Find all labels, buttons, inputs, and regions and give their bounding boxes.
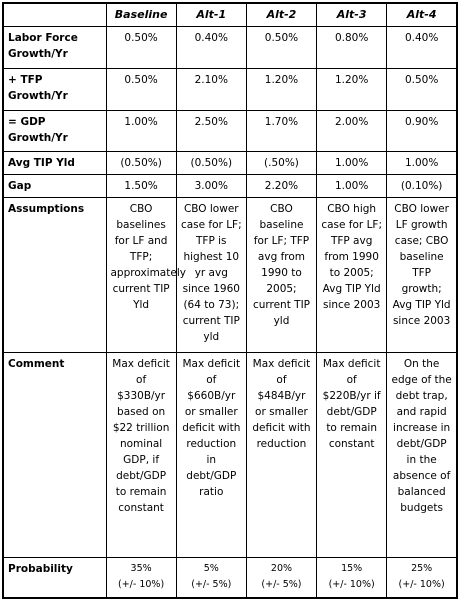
value-cell: 2.20%	[245, 174, 318, 198]
row-label: Assumptions	[2, 197, 107, 353]
column-header: Alt-4	[386, 2, 458, 27]
data-table: Baseline Alt-1 Alt-2 Alt-3 Alt-4 Labor Force…	[2, 2, 458, 599]
value-cell: 2.50%	[175, 110, 247, 152]
probability-cell: 35% (+/- 10%)	[105, 557, 177, 598]
value-cell: 0.50%	[386, 68, 458, 111]
row-label: Comment	[2, 352, 107, 558]
table-row: + TFP Growth/Yr 0.50% 2.10% 1.20% 1.20% 0.50%	[2, 68, 458, 111]
probability-value: 25%	[411, 563, 433, 574]
probability-range: (+/- 10%)	[398, 579, 445, 590]
row-label: Avg TIP Yld	[2, 151, 107, 175]
row-label: Probability	[2, 557, 107, 598]
probability-range: (+/- 10%)	[328, 579, 375, 590]
value-cell: 0.50%	[105, 68, 177, 111]
value-cell: 3.00%	[175, 174, 247, 198]
probability-cell: 20% (+/- 5%)	[245, 557, 318, 598]
table-row: Assumptions CBO baselines for LF and TFP;…	[2, 197, 458, 353]
value-cell: 0.40%	[175, 26, 247, 69]
table-row: = GDP Growth/Yr 1.00% 2.50% 1.70% 2.00% 0.90%	[2, 110, 458, 152]
value-cell: 0.90%	[386, 110, 458, 152]
probability-cell: 25% (+/- 10%)	[386, 557, 458, 598]
probability-cell: 15% (+/- 10%)	[316, 557, 388, 598]
probability-value: 35%	[130, 563, 152, 574]
column-header: Alt-3	[316, 2, 388, 27]
probability-range: (+/- 5%)	[191, 579, 232, 590]
table-body: Labor Force Growth/Yr 0.50% 0.40% 0.50% 0.80…	[2, 26, 458, 598]
value-cell: 1.70%	[245, 110, 318, 152]
value-cell: 2.00%	[316, 110, 388, 152]
value-cell: 1.20%	[245, 68, 318, 111]
value-cell: 1.00%	[316, 174, 388, 198]
value-cell: CBO lower case for LF; TFP is highest 10…	[175, 197, 247, 353]
value-cell: 2.10%	[175, 68, 247, 111]
value-cell: (0.10%)	[386, 174, 458, 198]
value-cell: 1.50%	[105, 174, 177, 198]
column-header: Alt-1	[175, 2, 247, 27]
row-label: = GDP Growth/Yr	[2, 110, 107, 152]
value-cell: 1.00%	[316, 151, 388, 175]
value-cell: Max deficit of $220B/yr if debt/GDP to r…	[316, 352, 388, 558]
row-label: Gap	[2, 174, 107, 198]
probability-range: (+/- 10%)	[118, 579, 165, 590]
value-cell: 0.40%	[386, 26, 458, 69]
value-cell: On the edge of the debt trap, and rapid …	[386, 352, 458, 558]
value-cell: Max deficit of $660B/yr or smaller defic…	[175, 352, 247, 558]
value-cell: Max deficit of $330B/yr based on $22 tri…	[105, 352, 177, 558]
value-cell: CBO high case for LF; TFP avg from 1990 …	[316, 197, 388, 353]
value-cell: 1.00%	[386, 151, 458, 175]
table-row: Labor Force Growth/Yr 0.50% 0.40% 0.50% 0.80…	[2, 26, 458, 69]
table-row: Avg TIP Yld (0.50%) (0.50%) (.50%) 1.00% 1.00…	[2, 151, 458, 175]
probability-value: 5%	[203, 563, 219, 574]
value-cell: 0.50%	[105, 26, 177, 69]
probability-cell: 5% (+/- 5%)	[175, 557, 247, 598]
table-row: Gap 1.50% 3.00% 2.20% 1.00% (0.10%)	[2, 174, 458, 198]
row-label: + TFP Growth/Yr	[2, 68, 107, 111]
row-label: Labor Force Growth/Yr	[2, 26, 107, 69]
value-cell: CBO lower LF growth case; CBO baseline T…	[386, 197, 458, 353]
column-header: Baseline	[105, 2, 177, 27]
value-cell: 1.00%	[105, 110, 177, 152]
value-cell: CBO baselines for LF and TFP; approximat…	[105, 197, 186, 353]
probability-value: 15%	[341, 563, 363, 574]
value-cell: (0.50%)	[175, 151, 247, 175]
value-cell: (0.50%)	[105, 151, 177, 175]
corner-cell	[2, 2, 107, 27]
value-cell: 0.50%	[245, 26, 318, 69]
header-row: Baseline Alt-1 Alt-2 Alt-3 Alt-4	[2, 2, 458, 27]
table-row: Probability 35% (+/- 10%) 5% (+/- 5%) 20% (+/-…	[2, 557, 458, 598]
probability-value: 20%	[270, 563, 293, 574]
value-cell: 1.20%	[316, 68, 388, 111]
value-cell: Max deficit of $484B/yr or smaller defic…	[245, 352, 318, 558]
value-cell: (.50%)	[245, 151, 318, 175]
table-row: Comment Max deficit of $330B/yr based on …	[2, 352, 458, 558]
value-cell: 0.80%	[316, 26, 388, 69]
column-header: Alt-2	[245, 2, 318, 27]
probability-range: (+/- 5%)	[261, 579, 302, 590]
value-cell: CBO baseline for LF; TFP avg from 1990 t…	[245, 197, 318, 353]
